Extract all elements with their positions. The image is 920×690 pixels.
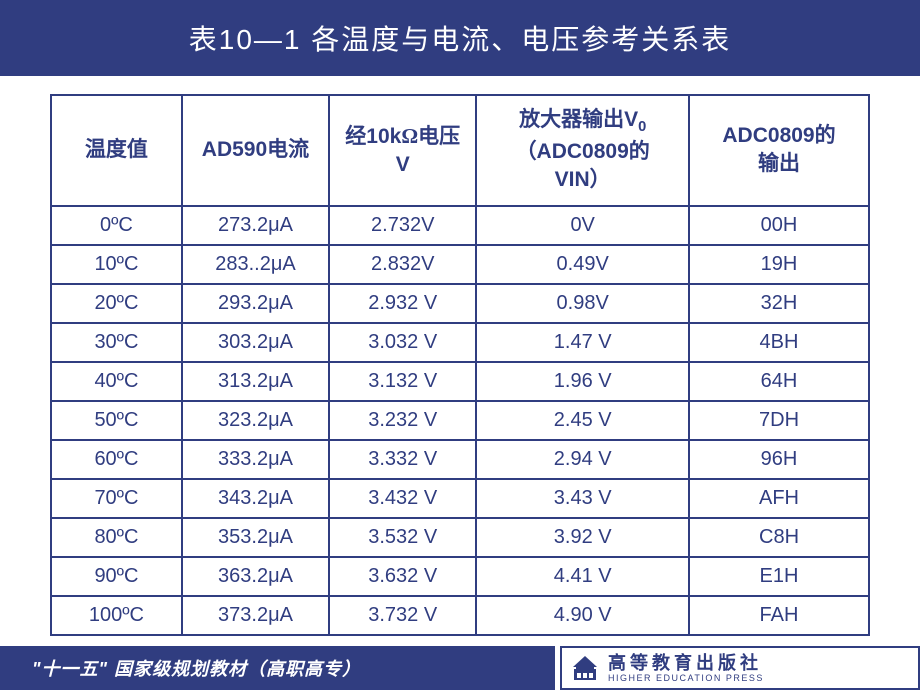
table-cell: 2.932 V [329, 284, 476, 323]
table-cell: 30ºC [51, 323, 182, 362]
table-cell: 3.43 V [476, 479, 689, 518]
table-cell: 3.132 V [329, 362, 476, 401]
table-cell: 10ºC [51, 245, 182, 284]
table-cell: 2.732V [329, 206, 476, 245]
table-cell: 323.2μA [182, 401, 329, 440]
header-bar: 表10—1 各温度与电流、电压参考关系表 [0, 0, 920, 76]
table-cell: 00H [689, 206, 869, 245]
table-cell: 273.2μA [182, 206, 329, 245]
table-header-cell: ADC0809的输出 [689, 95, 869, 206]
table-header-cell: 放大器输出V0（ADC0809的VIN） [476, 95, 689, 206]
table-cell: 1.47 V [476, 323, 689, 362]
table-body: 0ºC273.2μA2.732V0V00H10ºC283..2μA2.832V0… [51, 206, 869, 635]
table-cell: 2.94 V [476, 440, 689, 479]
table-cell: 3.92 V [476, 518, 689, 557]
table-cell: 0.98V [476, 284, 689, 323]
table-cell: 96H [689, 440, 869, 479]
table-row: 70ºC343.2μA3.432 V3.43 VAFH [51, 479, 869, 518]
table-cell: 100ºC [51, 596, 182, 635]
table-row: 90ºC363.2μA3.632 V4.41 VE1H [51, 557, 869, 596]
table-cell: FAH [689, 596, 869, 635]
table-header-row: 温度值AD590电流经10kΩ电压V放大器输出V0（ADC0809的VIN）AD… [51, 95, 869, 206]
table-cell: 3.032 V [329, 323, 476, 362]
table-row: 30ºC303.2μA3.032 V1.47 V4BH [51, 323, 869, 362]
table-header-cell: AD590电流 [182, 95, 329, 206]
table-cell: 60ºC [51, 440, 182, 479]
table-cell: 3.532 V [329, 518, 476, 557]
table-cell: 303.2μA [182, 323, 329, 362]
footer-right: 高等教育出版社 HIGHER EDUCATION PRESS [560, 646, 920, 690]
table-cell: 353.2μA [182, 518, 329, 557]
publisher-name-en: HIGHER EDUCATION PRESS [608, 674, 764, 683]
table-header-cell: 温度值 [51, 95, 182, 206]
table-cell: 3.732 V [329, 596, 476, 635]
table-cell: 70ºC [51, 479, 182, 518]
page-title: 表10—1 各温度与电流、电压参考关系表 [189, 18, 732, 58]
table-cell: 343.2μA [182, 479, 329, 518]
table-cell: 0ºC [51, 206, 182, 245]
table-cell: 40ºC [51, 362, 182, 401]
table-cell: 4.90 V [476, 596, 689, 635]
reference-table: 温度值AD590电流经10kΩ电压V放大器输出V0（ADC0809的VIN）AD… [50, 94, 870, 636]
table-row: 50ºC323.2μA3.232 V2.45 V7DH [51, 401, 869, 440]
table-row: 100ºC373.2μA3.732 V4.90 VFAH [51, 596, 869, 635]
table-cell: 373.2μA [182, 596, 329, 635]
table-cell: 80ºC [51, 518, 182, 557]
table-cell: 293.2μA [182, 284, 329, 323]
table-cell: 3.332 V [329, 440, 476, 479]
table-cell: 363.2μA [182, 557, 329, 596]
table-cell: 4.41 V [476, 557, 689, 596]
table-cell: 2.45 V [476, 401, 689, 440]
publisher-logo-icon [570, 653, 600, 683]
publisher-name-cn: 高等教育出版社 [608, 654, 764, 672]
table-cell: 4BH [689, 323, 869, 362]
table-cell: 283..2μA [182, 245, 329, 284]
table-cell: 3.432 V [329, 479, 476, 518]
table-header-cell: 经10kΩ电压V [329, 95, 476, 206]
table-cell: 2.832V [329, 245, 476, 284]
footer: "十一五" 国家级规划教材（高职高专） 高等教育出版社 HIGHER EDUCA… [0, 646, 920, 690]
table-cell: E1H [689, 557, 869, 596]
footer-left: "十一五" 国家级规划教材（高职高专） [0, 646, 555, 690]
table-cell: 7DH [689, 401, 869, 440]
table-row: 20ºC293.2μA2.932 V0.98V32H [51, 284, 869, 323]
table-row: 0ºC273.2μA2.732V0V00H [51, 206, 869, 245]
table-cell: 0.49V [476, 245, 689, 284]
table-cell: 19H [689, 245, 869, 284]
table-cell: 1.96 V [476, 362, 689, 401]
table-cell: 20ºC [51, 284, 182, 323]
publisher-logo-text: 高等教育出版社 HIGHER EDUCATION PRESS [608, 654, 764, 683]
table-cell: C8H [689, 518, 869, 557]
table-cell: 333.2μA [182, 440, 329, 479]
table-cell: 0V [476, 206, 689, 245]
table-cell: 90ºC [51, 557, 182, 596]
content-area: 温度值AD590电流经10kΩ电压V放大器输出V0（ADC0809的VIN）AD… [0, 76, 920, 636]
table-cell: 3.632 V [329, 557, 476, 596]
footer-left-text: "十一五" 国家级规划教材（高职高专） [32, 655, 361, 681]
table-row: 40ºC313.2μA3.132 V1.96 V64H [51, 362, 869, 401]
table-cell: 50ºC [51, 401, 182, 440]
table-cell: 313.2μA [182, 362, 329, 401]
table-cell: 32H [689, 284, 869, 323]
table-row: 80ºC353.2μA3.532 V3.92 VC8H [51, 518, 869, 557]
table-cell: 3.232 V [329, 401, 476, 440]
table-cell: AFH [689, 479, 869, 518]
table-row: 60ºC333.2μA3.332 V2.94 V96H [51, 440, 869, 479]
table-row: 10ºC283..2μA2.832V0.49V19H [51, 245, 869, 284]
table-cell: 64H [689, 362, 869, 401]
